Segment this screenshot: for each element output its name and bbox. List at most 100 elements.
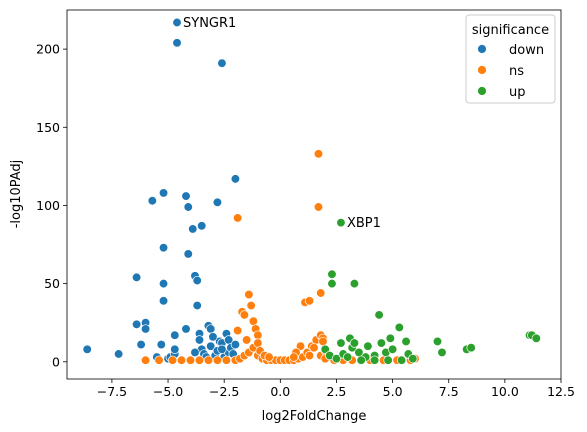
point-down-2	[131, 272, 142, 283]
point-down-9	[158, 243, 169, 253]
point-up-25	[408, 354, 418, 364]
point-down-19	[172, 17, 182, 28]
point-ns-47	[253, 330, 263, 340]
point-down-21	[181, 191, 191, 201]
point-up-7	[336, 338, 346, 348]
point-ns-65	[289, 352, 299, 362]
point-down-36	[206, 324, 216, 334]
point-up-12	[349, 338, 360, 348]
x-tick-label-4: 2.5	[327, 384, 347, 399]
point-down-22	[183, 202, 193, 212]
point-ns-51	[264, 352, 274, 362]
point-up-2	[327, 269, 337, 279]
point-up-6	[331, 354, 342, 364]
point-up-20	[385, 333, 395, 343]
legend-label-down: down	[509, 43, 544, 58]
legend-marker-ns	[477, 65, 487, 75]
point-ns-4	[185, 355, 196, 365]
point-down-31	[197, 221, 207, 231]
y-tick-label-0: 0	[52, 354, 60, 369]
point-down-0	[82, 344, 92, 354]
point-ns-7	[212, 355, 223, 365]
y-tick-label-2: 100	[36, 198, 60, 213]
point-up-35	[383, 355, 393, 365]
point-ns-54	[304, 296, 315, 306]
point-down-6	[136, 339, 146, 350]
point-down-37	[206, 341, 216, 351]
point-down-50	[230, 174, 241, 184]
x-tick-label-5: 5.0	[383, 384, 403, 399]
y-axis: 0 50 100 150 200	[36, 42, 67, 369]
point-ns-48	[253, 338, 263, 348]
x-tick-label-0: −7.5	[97, 384, 127, 399]
point-down-52	[190, 347, 200, 358]
point-down-3	[131, 319, 142, 329]
point-down-7	[147, 196, 157, 206]
y-axis-label: -log10PAdj	[9, 160, 24, 229]
point-up-21	[387, 344, 398, 354]
point-down-25	[188, 224, 198, 234]
point-ns-56	[313, 202, 324, 212]
point-ns-57	[316, 288, 326, 298]
x-axis-label: log2FoldChange	[262, 409, 367, 424]
point-up-34	[369, 355, 380, 365]
legend: significance down ns up	[465, 14, 556, 104]
point-ns-1	[154, 355, 164, 365]
point-down-30	[194, 335, 205, 345]
point-up-29	[466, 343, 476, 353]
point-down-51	[230, 339, 241, 350]
point-down-13	[156, 339, 166, 350]
point-ns-8	[221, 355, 232, 365]
point-down-20	[172, 38, 182, 48]
point-up-15	[363, 341, 373, 351]
point-up-26	[432, 336, 443, 347]
point-down-27	[192, 275, 202, 286]
annotations: SYNGR1 XBP1	[183, 16, 381, 231]
legend-box	[465, 14, 556, 104]
annotation-1: XBP1	[347, 216, 381, 231]
point-ns-60	[318, 336, 328, 347]
legend-label-ns: ns	[509, 64, 524, 79]
point-down-54	[217, 344, 227, 354]
point-ns-5	[194, 355, 205, 365]
point-up-0	[336, 217, 346, 228]
point-down-5	[140, 324, 151, 334]
point-up-27	[437, 347, 447, 358]
point-up-1	[349, 278, 360, 289]
x-tick-label-7: 10.0	[491, 384, 519, 399]
point-ns-44	[246, 300, 256, 311]
point-down-23	[183, 249, 193, 259]
point-ns-63	[295, 341, 306, 351]
legend-marker-down	[477, 44, 487, 54]
point-ns-55	[313, 149, 324, 159]
point-down-10	[158, 278, 169, 289]
point-ns-42	[239, 310, 250, 320]
point-up-22	[394, 322, 404, 333]
y-tick-label-3: 150	[36, 120, 60, 135]
point-down-1	[113, 349, 124, 359]
x-axis: −7.5 −5.0 −2.5 0.0 2.5 5.0 7.5 10.0 12.5	[97, 379, 575, 399]
point-ns-2	[167, 355, 178, 365]
point-down-8	[158, 188, 169, 198]
point-up-17	[374, 310, 384, 320]
point-down-42	[217, 58, 227, 68]
legend-title: significance	[472, 23, 549, 38]
y-tick-label-1: 50	[44, 276, 60, 291]
point-up-18	[376, 338, 387, 348]
point-ns-45	[248, 316, 259, 326]
point-down-17	[170, 344, 180, 354]
point-ns-6	[203, 355, 214, 365]
x-tick-label-6: 7.5	[439, 384, 459, 399]
point-up-33	[356, 355, 366, 365]
point-ns-39	[233, 213, 243, 223]
point-ns-0	[140, 355, 151, 365]
x-tick-label-8: 12.5	[547, 384, 575, 399]
legend-label-up: up	[509, 85, 526, 100]
point-down-24	[181, 324, 191, 334]
annotation-0: SYNGR1	[183, 16, 236, 31]
point-up-4	[320, 344, 330, 354]
plot-frame	[66, 9, 562, 380]
legend-marker-up	[477, 86, 487, 96]
point-up-36	[396, 355, 407, 365]
